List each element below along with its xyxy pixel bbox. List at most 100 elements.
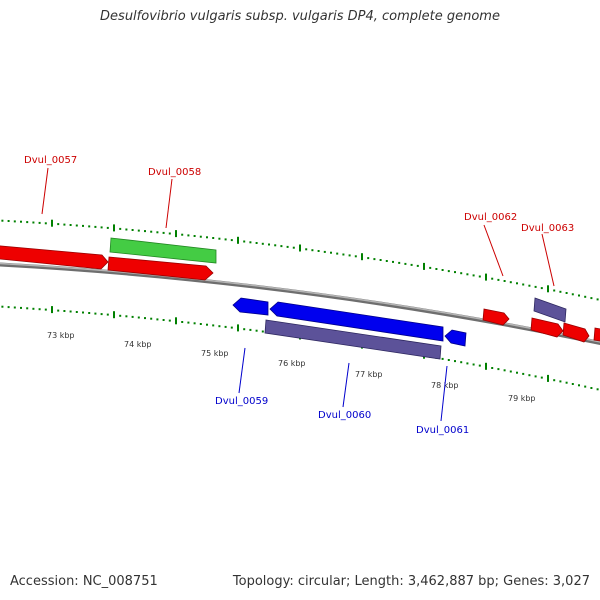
label-dvul-0061[interactable]: Dvul_0061 bbox=[416, 425, 469, 436]
leader-dvul-0058 bbox=[165, 178, 173, 229]
outer-minor-tick bbox=[268, 243, 270, 246]
outer-minor-tick bbox=[540, 287, 543, 290]
inner-minor-tick bbox=[460, 361, 463, 364]
outer-minor-tick bbox=[187, 234, 190, 237]
outer-minor-tick bbox=[435, 268, 438, 270]
outer-minor-tick bbox=[528, 284, 531, 287]
label-dvul-0059[interactable]: Dvul_0059 bbox=[215, 396, 268, 407]
gene-arrow-dvul-0061[interactable] bbox=[444, 329, 467, 347]
inner-major-tick bbox=[547, 374, 549, 382]
label-dvul-0060[interactable]: Dvul_0060 bbox=[318, 410, 371, 421]
leader-dvul-0060 bbox=[342, 362, 350, 408]
outer-minor-tick bbox=[206, 236, 208, 239]
label-dvul-0057[interactable]: Dvul_0057 bbox=[24, 155, 77, 166]
inner-minor-tick bbox=[69, 310, 72, 313]
outer-minor-tick bbox=[578, 294, 580, 297]
inner-minor-tick bbox=[187, 321, 190, 324]
outer-minor-tick bbox=[13, 220, 16, 223]
outer-minor-tick bbox=[44, 222, 47, 225]
outer-minor-tick bbox=[367, 257, 370, 260]
outer-major-tick bbox=[423, 262, 425, 270]
outer-minor-tick bbox=[509, 281, 512, 284]
gene-arrow-dvul-0057[interactable] bbox=[0, 245, 109, 270]
inner-minor-tick bbox=[131, 315, 134, 318]
inner-minor-tick bbox=[137, 316, 140, 319]
inner-minor-tick bbox=[230, 326, 233, 329]
inner-minor-tick bbox=[249, 328, 252, 331]
inner-minor-tick bbox=[125, 315, 128, 318]
gene-arrow-red-b[interactable] bbox=[562, 322, 590, 343]
outer-minor-tick bbox=[342, 253, 345, 256]
outer-minor-tick bbox=[292, 246, 295, 249]
outer-major-tick bbox=[485, 273, 487, 281]
outer-minor-tick bbox=[559, 290, 562, 293]
gene-bar-green[interactable] bbox=[109, 237, 217, 264]
tick-label-75kbp: 75 kbp bbox=[201, 349, 229, 358]
inner-minor-tick bbox=[7, 306, 10, 309]
inner-minor-tick bbox=[466, 362, 469, 365]
outer-major-tick bbox=[51, 219, 53, 227]
outer-minor-tick bbox=[596, 298, 599, 301]
outer-minor-tick bbox=[57, 223, 60, 226]
outer-tick-track bbox=[1, 219, 599, 301]
inner-minor-tick bbox=[44, 308, 47, 311]
outer-minor-tick bbox=[137, 229, 140, 232]
inner-minor-tick bbox=[212, 324, 215, 327]
genome-backbone-highlight bbox=[0, 262, 600, 343]
inner-minor-tick bbox=[168, 319, 171, 322]
gene-arrow-dvul-0062[interactable] bbox=[482, 308, 510, 326]
outer-minor-tick bbox=[460, 272, 463, 275]
outer-minor-tick bbox=[125, 228, 128, 231]
outer-major-tick bbox=[299, 244, 301, 252]
gene-arrow-red-a[interactable] bbox=[530, 317, 564, 338]
gene-arrow-dvul-0059[interactable] bbox=[232, 297, 269, 316]
gene-arrow-dvul-0060[interactable] bbox=[269, 301, 444, 342]
outer-minor-tick bbox=[354, 255, 357, 258]
inner-minor-tick bbox=[224, 325, 227, 328]
outer-minor-tick bbox=[20, 220, 22, 223]
inner-minor-tick bbox=[243, 328, 246, 331]
outer-minor-tick bbox=[373, 258, 376, 261]
outer-minor-tick bbox=[100, 226, 103, 229]
outer-minor-tick bbox=[193, 235, 196, 237]
outer-minor-tick bbox=[404, 262, 407, 265]
inner-minor-tick bbox=[88, 312, 91, 314]
gene-bar-dvul-0063[interactable] bbox=[533, 297, 567, 323]
inner-minor-tick bbox=[63, 310, 66, 312]
inner-minor-tick bbox=[94, 312, 97, 315]
outer-minor-tick bbox=[410, 263, 413, 266]
inner-minor-tick bbox=[181, 321, 184, 323]
inner-minor-tick bbox=[565, 381, 568, 384]
leader-dvul-0061 bbox=[440, 365, 448, 422]
inner-minor-tick bbox=[119, 314, 122, 317]
outer-minor-tick bbox=[565, 292, 568, 294]
gene-arrow-dvul-0058[interactable] bbox=[107, 256, 214, 281]
map-title: Desulfovibrio vulgaris subsp. vulgaris D… bbox=[100, 9, 500, 24]
leader-dvul-0057 bbox=[41, 167, 49, 215]
outer-minor-tick bbox=[7, 220, 10, 222]
outer-minor-tick bbox=[503, 280, 506, 282]
outer-minor-tick bbox=[106, 226, 109, 229]
inner-minor-tick bbox=[57, 309, 60, 312]
outer-minor-tick bbox=[38, 221, 41, 224]
outer-minor-tick bbox=[336, 252, 339, 255]
gene-bar-dvul-0060-product[interactable] bbox=[264, 319, 442, 360]
inner-minor-tick bbox=[13, 306, 16, 309]
inner-major-tick bbox=[51, 306, 53, 314]
label-dvul-0062[interactable]: Dvul_0062 bbox=[464, 212, 517, 223]
outer-minor-tick bbox=[119, 227, 122, 230]
label-dvul-0063[interactable]: Dvul_0063 bbox=[521, 223, 574, 234]
outer-minor-tick bbox=[516, 282, 518, 285]
inner-minor-tick bbox=[255, 329, 258, 332]
gene-arrow-red-c[interactable] bbox=[593, 327, 600, 343]
inner-minor-tick bbox=[472, 363, 475, 366]
inner-minor-tick bbox=[522, 372, 525, 375]
inner-minor-tick bbox=[553, 379, 556, 382]
outer-minor-tick bbox=[144, 230, 146, 233]
outer-minor-tick bbox=[534, 285, 537, 288]
leader-dvul-0062 bbox=[483, 224, 504, 277]
label-dvul-0058[interactable]: Dvul_0058 bbox=[148, 167, 201, 178]
inner-minor-tick bbox=[478, 364, 481, 367]
inner-minor-tick bbox=[162, 319, 165, 321]
outer-minor-tick bbox=[69, 224, 72, 226]
